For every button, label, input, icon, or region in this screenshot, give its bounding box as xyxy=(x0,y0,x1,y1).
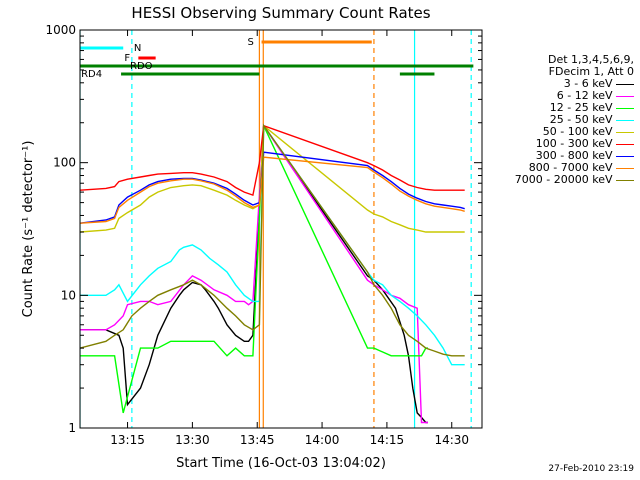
x-axis-label: Start Time (16-Oct-03 13:04:02) xyxy=(176,456,386,471)
legend-label-1: 6 - 12 keV xyxy=(556,89,616,102)
legend-label-0: 3 - 6 keV xyxy=(563,77,616,90)
series-line-8 xyxy=(80,123,465,357)
state-bar-label-f: F xyxy=(124,53,130,64)
state-bar-label-n: N xyxy=(134,43,141,54)
legend-label-5: 100 - 300 keV xyxy=(535,137,616,150)
x-tick-label-2: 13:45 xyxy=(240,433,275,447)
legend-label-4: 50 - 100 keV xyxy=(542,125,616,138)
y-tick-label-1: 10 xyxy=(61,288,76,302)
series-line-1 xyxy=(80,123,428,424)
legend-item-1: 6 - 12 keV xyxy=(557,90,634,102)
y-tick-label-3: 1000 xyxy=(45,23,76,37)
series-line-2 xyxy=(80,125,428,414)
x-tick-label-5: 14:30 xyxy=(434,433,469,447)
legend-swatch-6 xyxy=(616,155,634,157)
chart-title: HESSI Observing Summary Count Rates xyxy=(131,4,430,22)
legend-label-2: 12 - 25 keV xyxy=(549,101,616,114)
ticks-layer: 13:15 13:30 13:45 14:00 14:15 14:30 1 10 100 1000 xyxy=(45,23,482,447)
x-tick-label-4: 14:15 xyxy=(370,433,405,447)
x-tick-label-0: 13:15 xyxy=(110,433,145,447)
legend-item-4: 50 - 100 keV xyxy=(543,126,634,138)
legend-swatch-3 xyxy=(616,119,634,121)
x-tick-label-3: 14:00 xyxy=(305,433,340,447)
series-line-7 xyxy=(80,156,465,224)
series-line-3 xyxy=(80,123,465,366)
y-axis-label: Count Rate (s⁻¹ detector⁻¹) xyxy=(21,141,36,318)
legend-item-5: 100 - 300 keV xyxy=(536,138,634,150)
y-tick-label-0: 1 xyxy=(68,421,76,435)
x-tick-label-1: 13:30 xyxy=(175,433,210,447)
legend-header-0: Det 1,3,4,5,6,9, xyxy=(547,53,634,66)
state-bar-label-rd4: RD4 xyxy=(81,69,102,80)
series-line-4 xyxy=(80,124,465,233)
legend-label-8: 7000 - 20000 keV xyxy=(514,173,616,186)
legend-item-7: 800 - 7000 keV xyxy=(529,162,634,174)
series-line-6 xyxy=(80,151,465,224)
footer-date: 27-Feb-2010 23:19 xyxy=(548,464,634,474)
legend-label-7: 800 - 7000 keV xyxy=(528,161,616,174)
legend-swatch-5 xyxy=(616,143,634,145)
legend-swatch-1 xyxy=(616,95,634,97)
legend-swatch-7 xyxy=(616,167,634,169)
series-line-0 xyxy=(80,123,428,424)
legend-label-6: 300 - 800 keV xyxy=(535,149,616,162)
legend-swatch-2 xyxy=(616,107,634,109)
legend-swatch-8 xyxy=(616,179,634,181)
series-layer xyxy=(80,123,465,424)
legend-item-3: 25 - 50 keV xyxy=(550,114,634,126)
y-tick-label-2: 100 xyxy=(53,156,76,170)
legend-header-1: FDecim 1, Att 0 xyxy=(548,65,634,78)
series-line-5 xyxy=(80,124,465,197)
plot-frame xyxy=(79,29,483,429)
legend-label-3: 25 - 50 keV xyxy=(549,113,616,126)
legend-item-2: 12 - 25 keV xyxy=(550,102,634,114)
legend-item-8: 7000 - 20000 keV xyxy=(515,174,634,186)
legend-item-6: 300 - 800 keV xyxy=(536,150,634,162)
legend-swatch-0 xyxy=(616,83,634,85)
state-bars-layer: NF S RDO RD4 xyxy=(80,37,474,80)
legend-item-0: 3 - 6 keV xyxy=(564,78,634,90)
state-bar-label-s: S xyxy=(248,37,254,48)
state-bar-label-rdo: RDO xyxy=(130,61,153,72)
legend-swatch-4 xyxy=(616,131,634,133)
